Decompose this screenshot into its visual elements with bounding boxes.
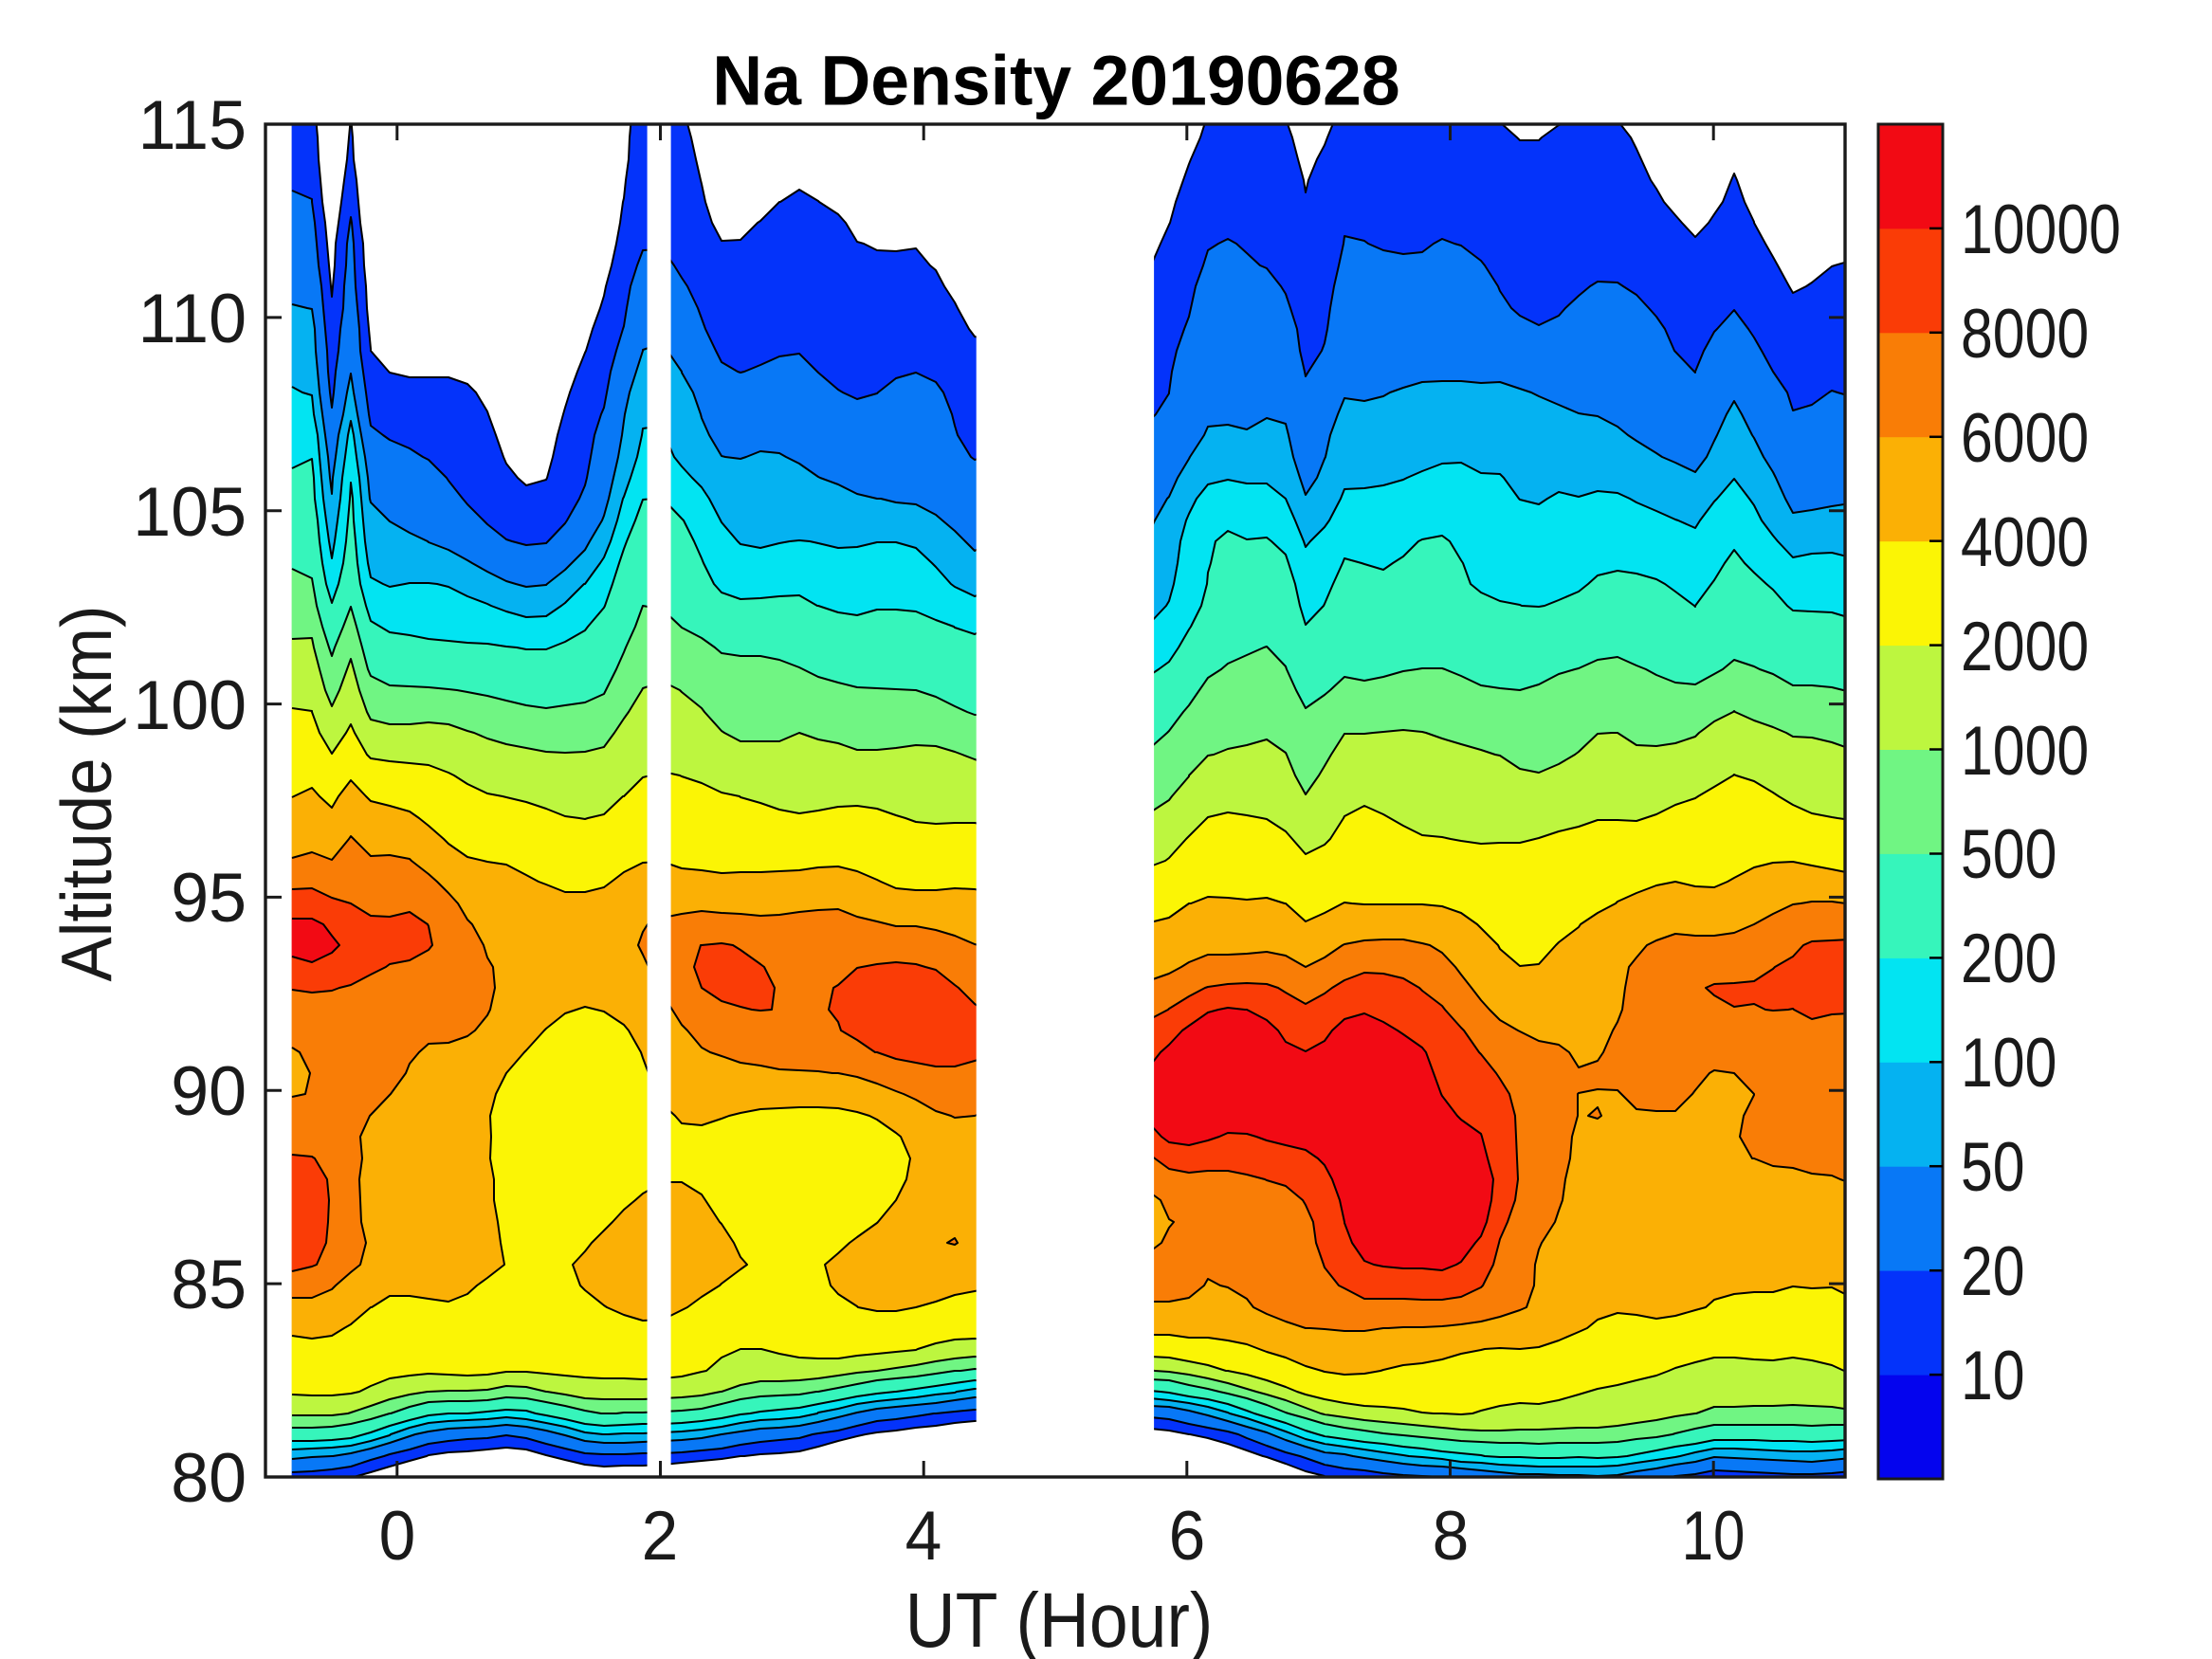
svg-text:90: 90 bbox=[171, 1052, 247, 1130]
svg-text:95: 95 bbox=[171, 859, 247, 937]
svg-text:4: 4 bbox=[905, 1497, 942, 1575]
svg-text:10: 10 bbox=[1961, 1337, 2025, 1414]
svg-text:500: 500 bbox=[1961, 815, 2057, 893]
svg-text:100: 100 bbox=[133, 666, 247, 744]
svg-text:2000: 2000 bbox=[1961, 608, 2089, 685]
svg-text:0: 0 bbox=[379, 1497, 416, 1575]
svg-text:UT (Hour): UT (Hour) bbox=[905, 1577, 1214, 1659]
svg-text:10: 10 bbox=[1682, 1497, 1746, 1575]
svg-text:6: 6 bbox=[1169, 1497, 1206, 1575]
svg-text:110: 110 bbox=[138, 280, 247, 357]
svg-text:100: 100 bbox=[1961, 1024, 2057, 1102]
svg-text:10000: 10000 bbox=[1961, 191, 2121, 268]
svg-text:105: 105 bbox=[133, 473, 247, 551]
svg-text:6000: 6000 bbox=[1961, 399, 2089, 477]
svg-text:Na Density 20190628: Na Density 20190628 bbox=[712, 42, 1399, 120]
svg-text:80: 80 bbox=[171, 1439, 247, 1517]
svg-text:115: 115 bbox=[138, 86, 247, 164]
svg-text:8000: 8000 bbox=[1961, 295, 2089, 373]
svg-text:85: 85 bbox=[171, 1246, 247, 1323]
svg-text:50: 50 bbox=[1961, 1128, 2025, 1206]
svg-text:4000: 4000 bbox=[1961, 503, 2089, 581]
svg-text:200: 200 bbox=[1961, 920, 2057, 997]
svg-text:Altitude (km): Altitude (km) bbox=[46, 606, 126, 982]
svg-text:1000: 1000 bbox=[1961, 712, 2089, 790]
svg-text:2: 2 bbox=[642, 1497, 679, 1575]
svg-text:8: 8 bbox=[1433, 1497, 1470, 1575]
svg-text:20: 20 bbox=[1961, 1232, 2025, 1310]
